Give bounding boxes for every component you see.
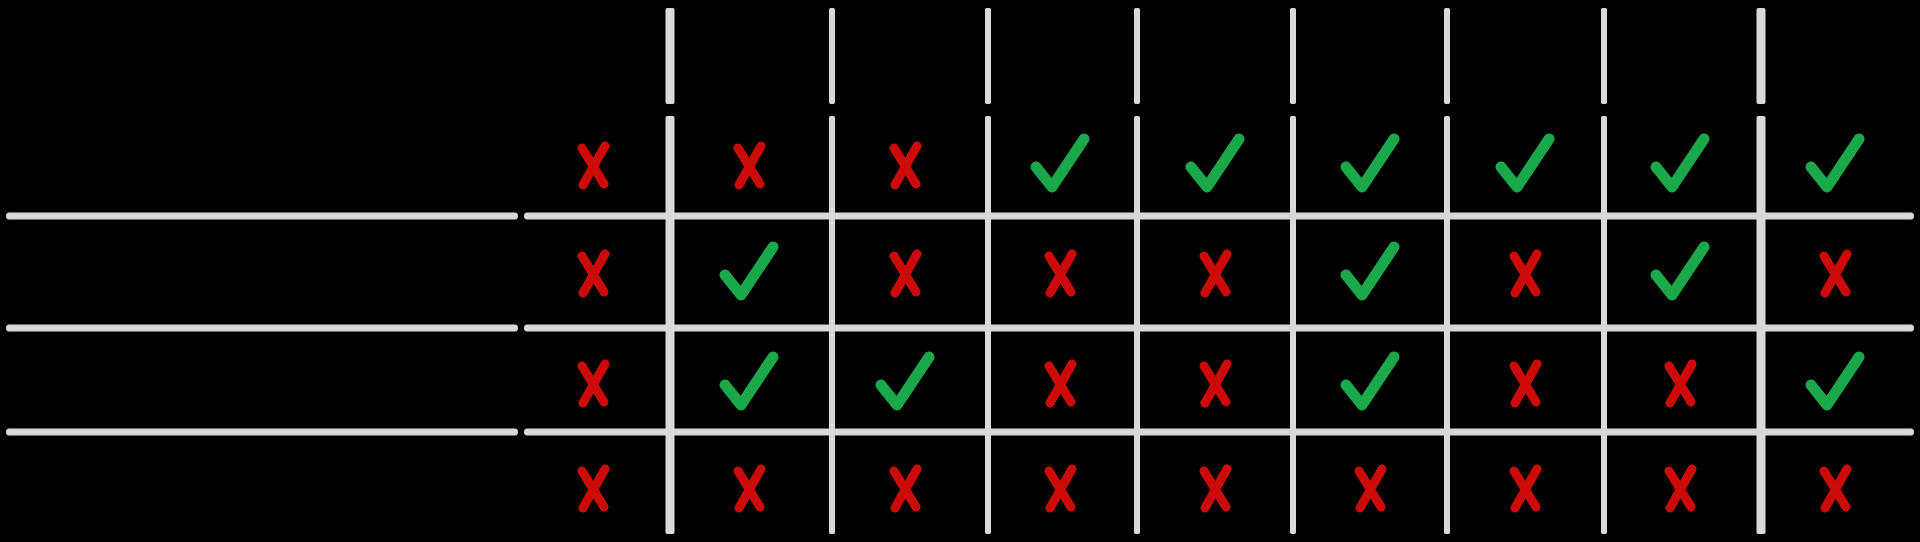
cross-icon <box>1354 464 1387 513</box>
matrix-row <box>577 241 1852 301</box>
cross-icon <box>1509 249 1542 298</box>
check-icon <box>719 351 779 411</box>
check-icon <box>1185 133 1245 193</box>
cross-icon <box>1509 359 1542 408</box>
row-separator <box>6 324 518 332</box>
cross-icon <box>577 359 610 408</box>
column-separator <box>1756 8 1766 104</box>
check-icon <box>719 241 779 301</box>
cross-icon <box>1199 249 1232 298</box>
column-separator <box>829 8 835 104</box>
column-separator <box>1444 8 1450 104</box>
cross-icon <box>1044 359 1077 408</box>
cross-icon <box>1819 249 1852 298</box>
matrix-row <box>577 133 1865 193</box>
cross-icon <box>1044 464 1077 513</box>
check-icon <box>1495 133 1555 193</box>
check-icon <box>1340 351 1400 411</box>
column-separator <box>1601 8 1607 104</box>
cross-icon <box>889 249 922 298</box>
cross-icon <box>733 141 766 190</box>
check-icon <box>875 351 935 411</box>
row-separator <box>6 428 518 436</box>
row-separator <box>6 212 518 220</box>
check-icon <box>1650 241 1710 301</box>
row-separator <box>524 324 1914 332</box>
matrix-row <box>577 351 1865 411</box>
cross-icon <box>1819 464 1852 513</box>
check-icon <box>1340 241 1400 301</box>
cross-icon <box>889 141 922 190</box>
cross-icon <box>577 464 610 513</box>
check-icon <box>1030 133 1090 193</box>
cross-icon <box>577 249 610 298</box>
grid-lines <box>6 8 1914 534</box>
row-separator <box>524 212 1914 220</box>
row-separator <box>524 428 1914 436</box>
cross-icon <box>1664 464 1697 513</box>
cross-icon <box>1044 249 1077 298</box>
column-separator <box>665 8 675 104</box>
column-separator <box>1290 8 1296 104</box>
check-icon <box>1805 133 1865 193</box>
cross-icon <box>1509 464 1542 513</box>
matrix-row <box>577 464 1852 513</box>
cross-icon <box>1199 359 1232 408</box>
check-icon <box>1650 133 1710 193</box>
cross-icon <box>577 141 610 190</box>
cross-icon <box>889 464 922 513</box>
column-separator <box>985 8 991 104</box>
cross-icon <box>733 464 766 513</box>
check-icon <box>1340 133 1400 193</box>
column-separator <box>1134 8 1140 104</box>
check-icon <box>1805 351 1865 411</box>
matrix-cells <box>577 133 1865 513</box>
cross-icon <box>1664 359 1697 408</box>
cross-icon <box>1199 464 1232 513</box>
